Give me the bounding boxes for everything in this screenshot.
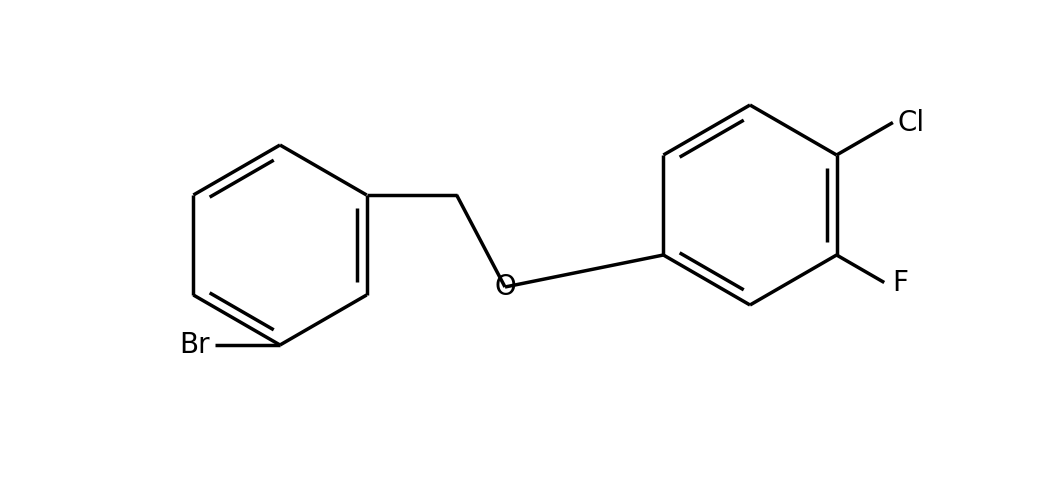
Text: Br: Br bbox=[180, 331, 210, 359]
Text: O: O bbox=[495, 273, 516, 301]
Text: F: F bbox=[892, 269, 908, 296]
Text: Cl: Cl bbox=[898, 108, 925, 137]
